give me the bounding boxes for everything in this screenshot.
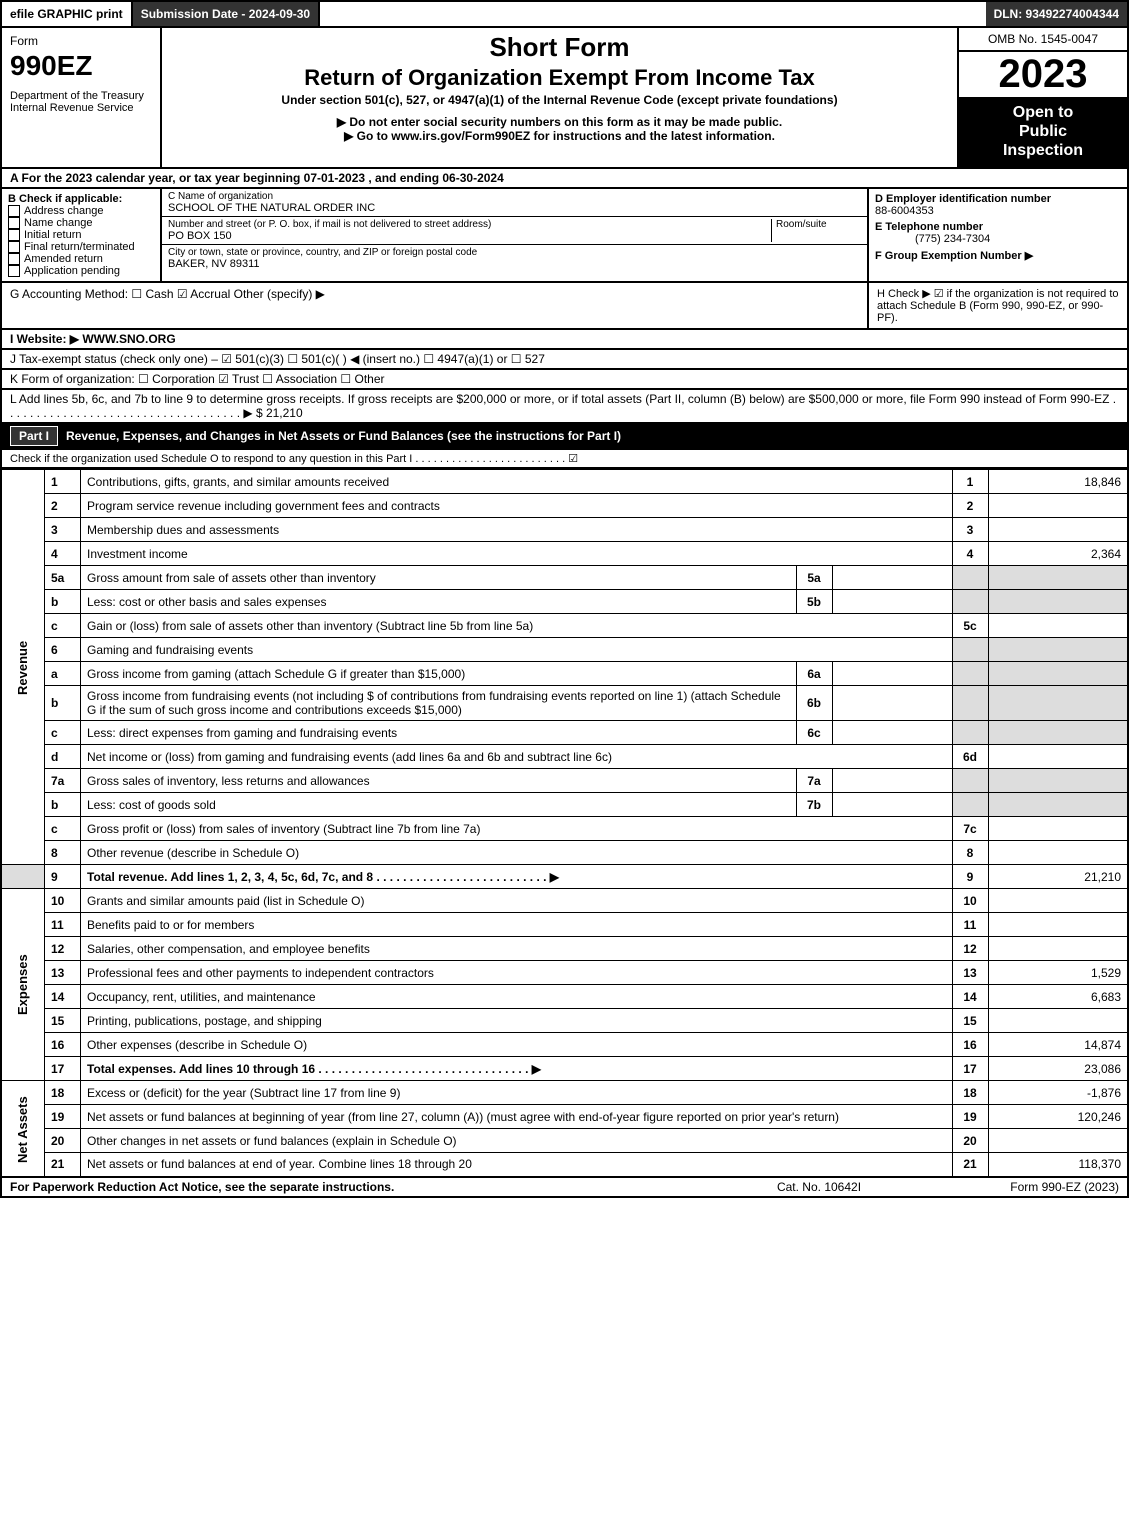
d-label: D Employer identification number bbox=[875, 193, 1051, 205]
cat-no: Cat. No. 10642I bbox=[719, 1180, 919, 1194]
c-city-cell: City or town, state or province, country… bbox=[162, 245, 867, 272]
dept-treasury: Department of the Treasury bbox=[10, 90, 152, 102]
l-gross-receipts: L Add lines 5b, 6c, and 7b to line 9 to … bbox=[0, 390, 1129, 424]
header-left: Form 990EZ Department of the Treasury In… bbox=[2, 28, 162, 167]
cb-name-change[interactable]: Name change bbox=[8, 217, 154, 229]
line-9-val: 21,210 bbox=[988, 865, 1128, 889]
c-room-label: Room/suite bbox=[776, 219, 861, 230]
b-title: B Check if applicable: bbox=[8, 193, 154, 205]
form-label: Form bbox=[10, 34, 152, 48]
vlabel-net: Net Assets bbox=[1, 1081, 45, 1177]
h-check: H Check ▶ ☑ if the organization is not r… bbox=[867, 283, 1127, 328]
line-13-val: 1,529 bbox=[988, 961, 1128, 985]
line-14-val: 6,683 bbox=[988, 985, 1128, 1009]
e-phone: (775) 234-7304 bbox=[875, 233, 990, 245]
efile-print[interactable]: efile GRAPHIC print bbox=[2, 2, 133, 26]
part-i-title: Revenue, Expenses, and Changes in Net As… bbox=[66, 429, 621, 443]
c-name-value: SCHOOL OF THE NATURAL ORDER INC bbox=[168, 202, 861, 214]
vlabel-revenue: Revenue bbox=[1, 470, 45, 865]
note-ssn: ▶ Do not enter social security numbers o… bbox=[170, 115, 949, 129]
line-9-desc: Total revenue. Add lines 1, 2, 3, 4, 5c,… bbox=[81, 865, 953, 889]
line-17-val: 23,086 bbox=[988, 1057, 1128, 1081]
cb-address-change[interactable]: Address change bbox=[8, 205, 154, 217]
dln: DLN: 93492274004344 bbox=[986, 2, 1127, 26]
c-street-value: PO BOX 150 bbox=[168, 230, 771, 242]
line-21-val: 118,370 bbox=[988, 1153, 1128, 1177]
c-name-cell: C Name of organization SCHOOL OF THE NAT… bbox=[162, 189, 867, 217]
part-i-tag: Part I bbox=[10, 426, 58, 446]
line-1-desc: Contributions, gifts, grants, and simila… bbox=[81, 470, 953, 494]
i-website[interactable]: I Website: ▶ WWW.SNO.ORG bbox=[0, 330, 1129, 350]
note-goto[interactable]: ▶ Go to www.irs.gov/Form990EZ for instru… bbox=[170, 129, 949, 143]
line-16-val: 14,874 bbox=[988, 1033, 1128, 1057]
header-center: Short Form Return of Organization Exempt… bbox=[162, 28, 957, 167]
part-i-table: Revenue 1 Contributions, gifts, grants, … bbox=[0, 469, 1129, 1178]
cb-final-return[interactable]: Final return/terminated bbox=[8, 241, 154, 253]
k-form-org: K Form of organization: ☐ Corporation ☑ … bbox=[0, 370, 1129, 390]
tax-year: 2023 bbox=[959, 52, 1127, 97]
line-4-val: 2,364 bbox=[988, 542, 1128, 566]
cb-initial-return[interactable]: Initial return bbox=[8, 229, 154, 241]
topbar-spacer bbox=[320, 2, 985, 26]
j-tax-exempt: J Tax-exempt status (check only one) – ☑… bbox=[0, 350, 1129, 370]
c-city-label: City or town, state or province, country… bbox=[168, 247, 861, 258]
form-header: Form 990EZ Department of the Treasury In… bbox=[0, 28, 1129, 169]
part-i-sub: Check if the organization used Schedule … bbox=[0, 450, 1129, 469]
e-label: E Telephone number bbox=[875, 221, 983, 233]
line-18-val: -1,876 bbox=[988, 1081, 1128, 1105]
omb-number: OMB No. 1545-0047 bbox=[959, 28, 1127, 52]
section-bcdef: B Check if applicable: Address change Na… bbox=[0, 189, 1129, 284]
title-return: Return of Organization Exempt From Incom… bbox=[170, 65, 949, 91]
paperwork-notice: For Paperwork Reduction Act Notice, see … bbox=[10, 1180, 719, 1194]
g-accounting: G Accounting Method: ☐ Cash ☑ Accrual Ot… bbox=[2, 283, 867, 328]
row-a-period: A For the 2023 calendar year, or tax yea… bbox=[0, 169, 1129, 189]
col-b: B Check if applicable: Address change Na… bbox=[2, 189, 162, 282]
c-name-label: C Name of organization bbox=[168, 191, 861, 202]
line-1-val: 18,846 bbox=[988, 470, 1128, 494]
title-short-form: Short Form bbox=[170, 32, 949, 63]
col-c: C Name of organization SCHOOL OF THE NAT… bbox=[162, 189, 867, 282]
cb-amended-return[interactable]: Amended return bbox=[8, 253, 154, 265]
irs-label: Internal Revenue Service bbox=[10, 102, 152, 114]
subtitle: Under section 501(c), 527, or 4947(a)(1)… bbox=[170, 93, 949, 107]
c-city-value: BAKER, NV 89311 bbox=[168, 258, 861, 270]
d-ein: 88-6004353 bbox=[875, 205, 934, 217]
open-to-public: Open to Public Inspection bbox=[959, 97, 1127, 167]
line-17-desc: Total expenses. Add lines 10 through 16 … bbox=[81, 1057, 953, 1081]
cb-application-pending[interactable]: Application pending bbox=[8, 265, 154, 277]
c-street-label: Number and street (or P. O. box, if mail… bbox=[168, 219, 771, 230]
part-i-header: Part I Revenue, Expenses, and Changes in… bbox=[0, 424, 1129, 450]
line-19-val: 120,246 bbox=[988, 1105, 1128, 1129]
vlabel-expenses: Expenses bbox=[1, 889, 45, 1081]
header-right: OMB No. 1545-0047 2023 Open to Public In… bbox=[957, 28, 1127, 167]
form-number: 990EZ bbox=[10, 50, 152, 82]
col-def: D Employer identification number 88-6004… bbox=[867, 189, 1127, 282]
form-ref: Form 990-EZ (2023) bbox=[919, 1180, 1119, 1194]
submission-date: Submission Date - 2024-09-30 bbox=[133, 2, 320, 26]
row-gh: G Accounting Method: ☐ Cash ☑ Accrual Ot… bbox=[0, 283, 1129, 330]
top-bar: efile GRAPHIC print Submission Date - 20… bbox=[0, 0, 1129, 28]
page-footer: For Paperwork Reduction Act Notice, see … bbox=[0, 1178, 1129, 1198]
c-street-cell: Number and street (or P. O. box, if mail… bbox=[162, 217, 867, 245]
f-label: F Group Exemption Number ▶ bbox=[875, 249, 1121, 262]
